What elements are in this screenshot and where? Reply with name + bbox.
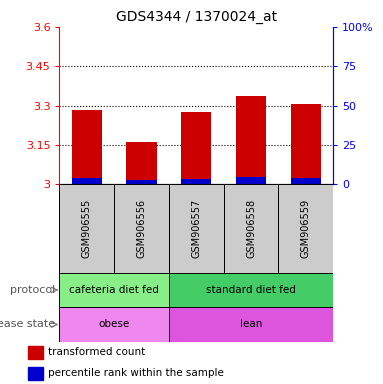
Bar <box>291 104 321 184</box>
Text: GSM906559: GSM906559 <box>301 199 311 258</box>
Title: GDS4344 / 1370024_at: GDS4344 / 1370024_at <box>116 10 277 25</box>
Text: GSM906557: GSM906557 <box>191 199 201 258</box>
Bar <box>59 307 169 342</box>
Text: GSM906558: GSM906558 <box>246 199 256 258</box>
Bar <box>126 142 157 184</box>
Bar <box>236 96 266 184</box>
Bar <box>224 184 278 273</box>
Bar <box>28 346 43 359</box>
Bar <box>169 307 333 342</box>
Bar <box>126 180 157 184</box>
Bar <box>72 109 102 184</box>
Text: GSM906555: GSM906555 <box>82 199 92 258</box>
Text: protocol: protocol <box>10 285 56 295</box>
Bar <box>291 178 321 184</box>
Bar <box>236 177 266 184</box>
Text: disease state: disease state <box>0 319 56 329</box>
Bar <box>59 273 169 307</box>
Text: percentile rank within the sample: percentile rank within the sample <box>47 368 223 379</box>
Bar <box>181 112 211 184</box>
Bar <box>114 184 169 273</box>
Bar <box>59 184 114 273</box>
Bar <box>169 273 333 307</box>
Text: GSM906556: GSM906556 <box>136 199 147 258</box>
Bar <box>278 184 333 273</box>
Bar <box>72 178 102 184</box>
Bar <box>28 367 43 380</box>
Bar <box>169 184 224 273</box>
Text: standard diet fed: standard diet fed <box>206 285 296 295</box>
Text: cafeteria diet fed: cafeteria diet fed <box>69 285 159 295</box>
Text: lean: lean <box>240 319 262 329</box>
Text: transformed count: transformed count <box>47 347 145 358</box>
Bar <box>181 179 211 184</box>
Text: obese: obese <box>98 319 130 329</box>
